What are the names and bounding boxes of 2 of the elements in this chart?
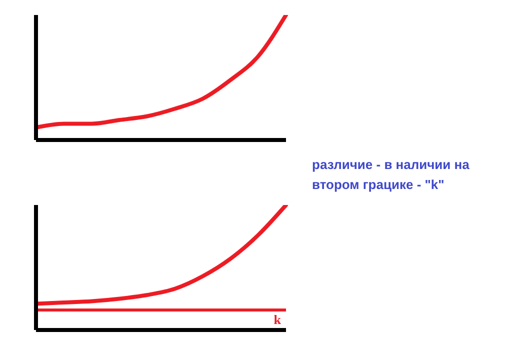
text: различие - в наличии на втором грацике - "k" xyxy=(312,156,470,194)
ref-line-label: k xyxy=(274,312,282,328)
